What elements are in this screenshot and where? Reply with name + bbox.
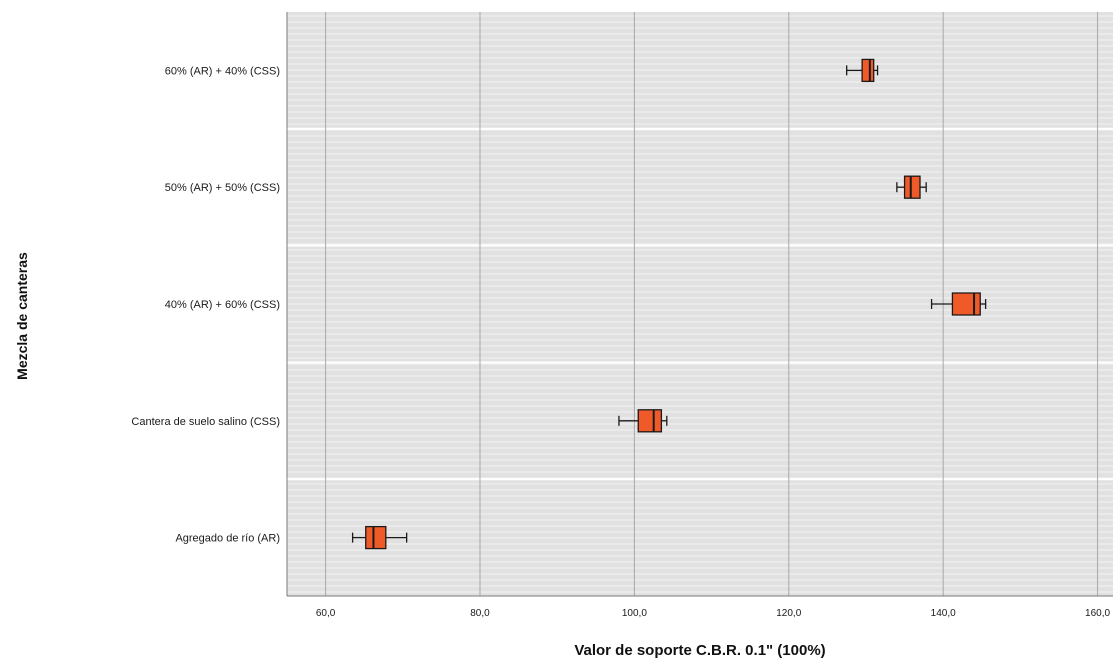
- category-label: 60% (AR) + 40% (CSS): [165, 65, 280, 77]
- box-item: [351, 525, 408, 550]
- x-axis-title: Valor de soporte C.B.R. 0.1" (100%): [574, 642, 825, 659]
- box-item: [930, 292, 987, 316]
- x-tick-label: 120,0: [776, 608, 801, 619]
- x-tick-label: 80,0: [470, 608, 490, 619]
- box-item: [618, 409, 668, 433]
- x-tick-label: 100,0: [622, 608, 647, 619]
- category-label: 50% (AR) + 50% (CSS): [165, 182, 280, 194]
- category-label: 40% (AR) + 60% (CSS): [165, 299, 280, 311]
- category-label: Cantera de suelo salino (CSS): [131, 416, 280, 428]
- box-iqr: [637, 409, 663, 433]
- box-item: [896, 175, 927, 199]
- x-tick-labels: 60,0 80,0 100,0 120,0 140,0 160,0: [316, 608, 1111, 619]
- x-tick-label: 160,0: [1085, 608, 1110, 619]
- box-iqr: [903, 175, 921, 199]
- minor-gridlines: [287, 15, 1113, 593]
- box-series: [351, 58, 987, 550]
- y-axis-title: Mezcla de canteras: [14, 252, 30, 380]
- category-separators: [287, 127, 1113, 481]
- box-iqr: [861, 58, 875, 83]
- category-labels: 60% (AR) + 40% (CSS) 50% (AR) + 50% (CSS)…: [131, 65, 280, 544]
- x-tick-label: 140,0: [931, 608, 956, 619]
- category-label: Agregado de río (AR): [175, 533, 280, 545]
- box-iqr: [365, 525, 387, 550]
- x-tick-label: 60,0: [316, 608, 336, 619]
- box-item: [846, 58, 879, 83]
- box-iqr: [951, 292, 981, 316]
